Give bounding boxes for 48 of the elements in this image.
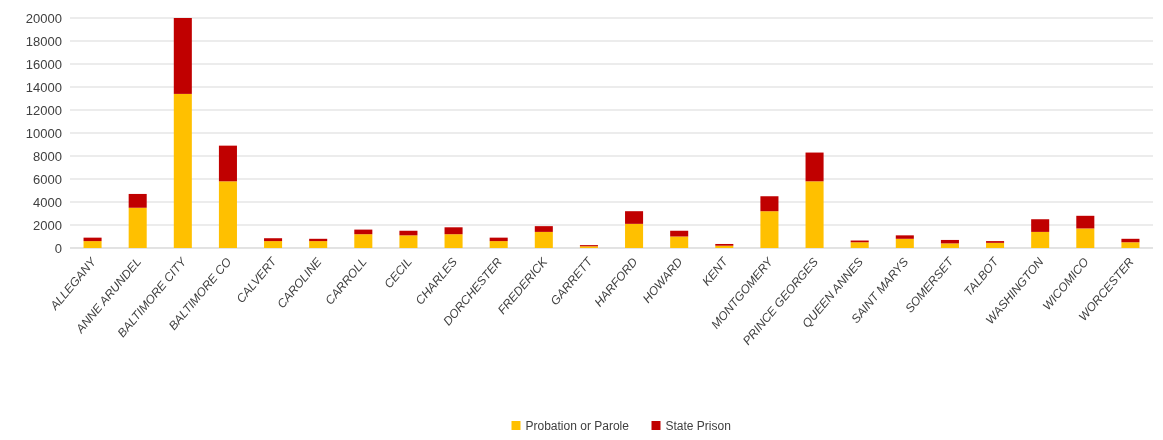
y-tick-label: 20000 bbox=[25, 10, 62, 26]
y-tick-label: 14000 bbox=[25, 79, 62, 95]
bar bbox=[489, 241, 508, 248]
bar bbox=[444, 227, 463, 235]
bar bbox=[83, 241, 102, 248]
bar bbox=[128, 207, 147, 248]
bar bbox=[670, 230, 689, 237]
bar bbox=[128, 193, 147, 208]
bar bbox=[670, 236, 689, 248]
bar bbox=[399, 235, 418, 248]
bar bbox=[895, 238, 914, 248]
legend-label: Probation or Parole bbox=[525, 419, 630, 434]
y-tick-label: 2000 bbox=[33, 217, 62, 233]
bar bbox=[625, 211, 644, 224]
bar bbox=[309, 241, 328, 248]
bar bbox=[534, 231, 553, 248]
bar bbox=[1076, 215, 1095, 229]
bar bbox=[173, 93, 192, 248]
bar bbox=[805, 152, 824, 182]
bar bbox=[354, 234, 373, 248]
y-tick-label: 12000 bbox=[25, 102, 62, 118]
bar bbox=[760, 196, 779, 212]
bar bbox=[895, 235, 914, 239]
bar bbox=[625, 223, 644, 248]
bar bbox=[1076, 228, 1095, 248]
bar bbox=[805, 181, 824, 248]
y-tick-label: 10000 bbox=[25, 125, 62, 141]
y-tick-label: 0 bbox=[54, 240, 62, 256]
bar bbox=[1031, 219, 1050, 232]
bar bbox=[218, 181, 237, 248]
y-tick-label: 6000 bbox=[33, 171, 62, 187]
y-tick-label: 8000 bbox=[33, 148, 62, 164]
legend-label: State Prison bbox=[665, 419, 731, 434]
bar bbox=[760, 211, 779, 248]
bar bbox=[850, 242, 869, 248]
y-tick-label: 16000 bbox=[25, 56, 62, 72]
bar bbox=[940, 243, 959, 248]
bar bbox=[534, 226, 553, 232]
bar bbox=[264, 241, 283, 248]
bar bbox=[173, 18, 192, 94]
bar bbox=[1121, 242, 1140, 248]
bar bbox=[444, 234, 463, 248]
bar bbox=[1031, 231, 1050, 248]
bar bbox=[986, 242, 1005, 248]
y-tick-label: 4000 bbox=[33, 194, 62, 210]
bar bbox=[264, 238, 283, 242]
y-tick-label: 18000 bbox=[25, 33, 62, 49]
bar bbox=[218, 145, 237, 182]
